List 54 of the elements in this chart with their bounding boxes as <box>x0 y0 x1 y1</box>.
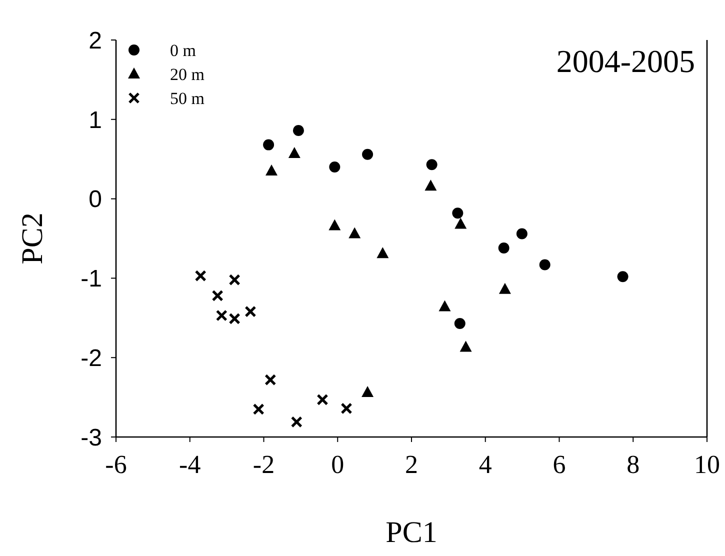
point <box>263 139 274 150</box>
point <box>454 218 467 229</box>
point <box>292 125 304 136</box>
point <box>362 148 374 160</box>
point <box>216 310 228 322</box>
point <box>454 318 466 329</box>
point <box>228 274 240 286</box>
point <box>328 219 341 230</box>
point <box>228 312 240 324</box>
x-tick-label: -6 <box>105 450 127 479</box>
y-tick-label: -2 <box>80 345 102 372</box>
x-axis-title: PC1 <box>386 516 438 549</box>
x-tick-label: -2 <box>252 450 275 479</box>
point <box>460 340 472 352</box>
point <box>426 159 438 170</box>
legend-label: 0 m <box>170 40 196 60</box>
point <box>244 306 256 318</box>
point <box>498 282 511 294</box>
x-tick-label: 4 <box>478 450 492 479</box>
point <box>362 386 374 398</box>
point <box>617 271 628 282</box>
point <box>376 247 389 258</box>
point <box>316 394 328 406</box>
y-axis-title: PC2 <box>16 212 49 264</box>
x-tick-label: 10 <box>694 450 720 479</box>
point <box>348 227 361 238</box>
point <box>290 416 302 428</box>
y-tick-label: 2 <box>88 27 102 54</box>
point <box>288 147 300 158</box>
chart-title: 2004-2005 <box>556 43 695 79</box>
point <box>194 270 206 282</box>
point <box>212 290 224 302</box>
y-tick-label: 0 <box>88 186 102 214</box>
point <box>539 259 550 270</box>
y-tick-label: 1 <box>88 106 102 134</box>
point <box>438 300 451 312</box>
x-tick-label: 0 <box>331 450 344 479</box>
point <box>452 208 464 219</box>
point <box>266 164 278 176</box>
point <box>329 162 340 173</box>
point <box>252 403 264 416</box>
legend-label: 50 m <box>170 88 204 108</box>
point <box>498 242 510 254</box>
y-tick-label: -1 <box>80 266 102 293</box>
point <box>516 228 528 240</box>
x-tick-label: 2 <box>405 450 418 479</box>
y-tick-label: -3 <box>80 424 102 452</box>
point <box>264 374 276 386</box>
legend-label: 20 m <box>170 64 204 84</box>
point <box>340 402 352 414</box>
x-tick-label: -4 <box>179 450 201 479</box>
point <box>424 180 437 191</box>
x-tick-label: 6 <box>552 450 566 479</box>
x-tick-label: 8 <box>626 450 640 479</box>
